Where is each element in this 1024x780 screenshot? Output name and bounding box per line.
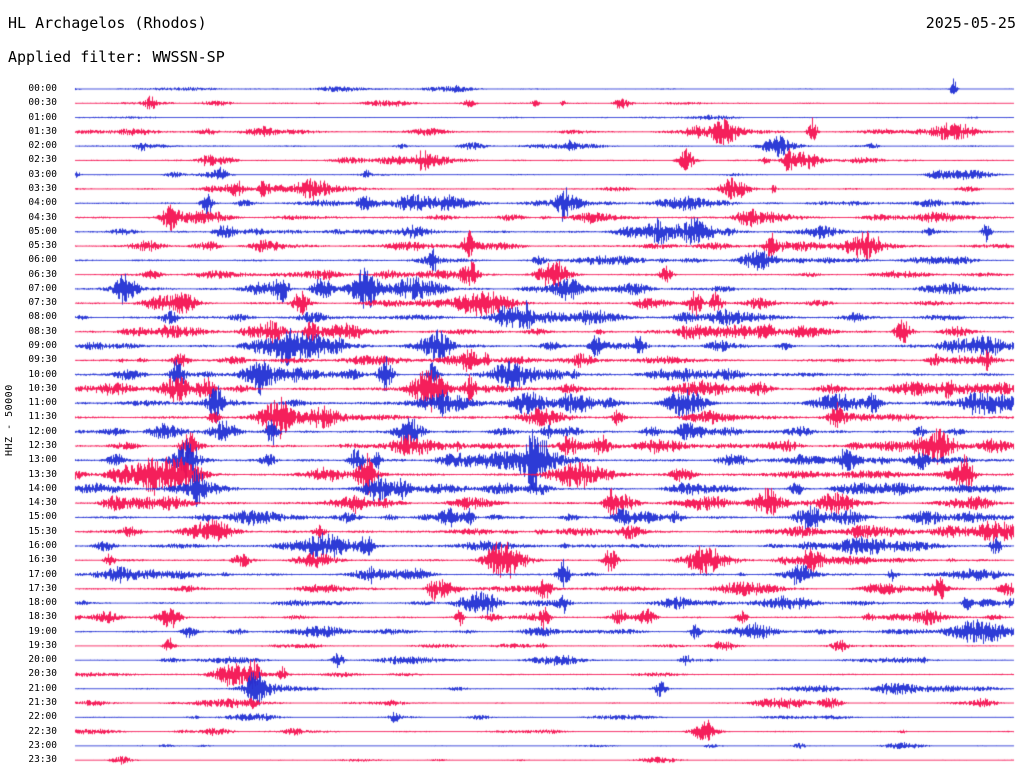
trace-time-label: 05:00 [28, 225, 57, 237]
trace-time-label: 10:30 [28, 382, 57, 394]
trace-time-label: 22:00 [28, 711, 57, 723]
trace-time-label: 09:00 [28, 340, 57, 352]
trace-time-label: 01:00 [28, 111, 57, 123]
trace-time-label: 21:00 [28, 682, 57, 694]
trace-time-label: 00:00 [28, 83, 57, 94]
trace-time-label: 18:00 [28, 597, 57, 609]
trace-time-label: 07:30 [28, 297, 57, 309]
trace-time-label: 11:30 [28, 411, 57, 423]
header: HL Archagelos (Rhodos) 2025-05-25 [8, 14, 1016, 32]
trace-time-label: 18:30 [28, 611, 57, 623]
trace-time-label: 05:30 [28, 240, 57, 252]
trace-time-label: 00:30 [28, 97, 57, 109]
trace-time-label: 01:30 [28, 125, 57, 137]
trace-time-label: 02:30 [28, 154, 57, 166]
trace-time-label: 23:30 [28, 754, 57, 766]
trace-time-label: 03:00 [28, 168, 57, 180]
trace-time-label: 17:00 [28, 568, 57, 580]
trace-time-label: 11:00 [28, 397, 57, 409]
trace-time-label: 12:00 [28, 425, 57, 437]
trace-time-label: 19:30 [28, 639, 57, 651]
trace-time-label: 19:00 [28, 625, 57, 637]
trace-time-label: 20:30 [28, 668, 57, 680]
trace-time-label: 13:00 [28, 454, 57, 466]
trace-time-label: 17:30 [28, 582, 57, 594]
trace-time-label: 14:00 [28, 482, 57, 494]
trace-time-label: 04:00 [28, 197, 57, 209]
trace-time-label: 06:30 [28, 268, 57, 280]
date-label: 2025-05-25 [925, 14, 1016, 32]
trace-time-label: 12:30 [28, 440, 57, 451]
trace-time-label: 08:30 [28, 325, 57, 337]
trace-time-label: 13:30 [28, 468, 57, 480]
trace-time-label: 04:30 [28, 211, 57, 223]
trace-time-label: 07:00 [28, 282, 57, 294]
trace-time-label: 23:00 [28, 739, 57, 751]
trace-time-label: 21:30 [28, 697, 57, 709]
trace-time-label: 22:30 [28, 725, 57, 737]
trace-time-label: 15:30 [28, 525, 57, 537]
trace-time-label: 20:00 [28, 654, 57, 666]
trace-time-label: 06:00 [28, 254, 57, 266]
trace-time-label: 02:00 [28, 140, 57, 152]
trace-time-label: 14:30 [28, 497, 57, 509]
station-title: HL Archagelos (Rhodos) [8, 14, 207, 32]
trace-time-label: 16:30 [28, 554, 57, 566]
trace-time-label: 03:30 [28, 182, 57, 194]
trace-time-label: 09:30 [28, 354, 57, 366]
trace-time-label: 15:00 [28, 511, 57, 523]
trace-time-label: 16:00 [28, 539, 57, 551]
filter-label: Applied filter: WWSSN-SP [8, 48, 225, 66]
trace-time-label: 10:00 [28, 368, 57, 380]
trace-time-label: 08:00 [28, 311, 57, 323]
